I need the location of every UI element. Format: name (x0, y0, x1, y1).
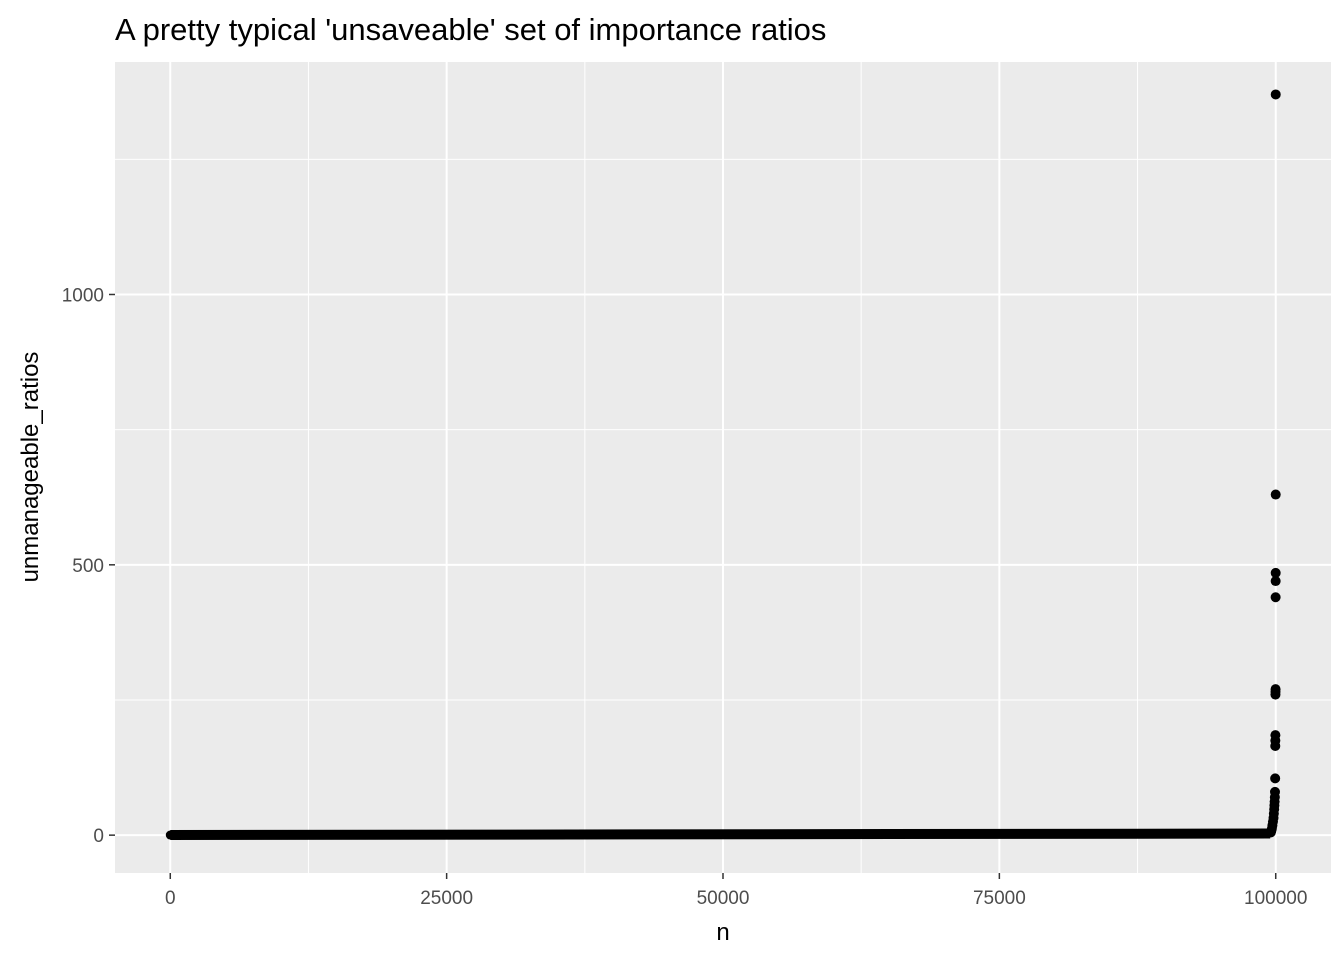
data-point (1270, 773, 1281, 784)
y-tick-label: 1000 (62, 285, 104, 306)
baseline-points (165, 828, 1271, 841)
outlier-points (1265, 89, 1281, 838)
x-tick-label: 75000 (973, 888, 1026, 909)
y-tick-label: 0 (93, 826, 104, 847)
data-point (1270, 576, 1281, 587)
baseline-band (170, 828, 1271, 841)
y-axis-ticks: 0 500 1000 (62, 285, 115, 847)
x-tick-label: 100000 (1244, 888, 1307, 909)
x-tick-label: 50000 (697, 888, 750, 909)
data-point (1270, 592, 1281, 603)
major-gridlines (115, 62, 1331, 873)
x-tick-label: 0 (165, 888, 176, 909)
data-point (1270, 489, 1281, 500)
y-axis-label: unmanageable_ratios (17, 352, 44, 583)
data-point (1270, 684, 1281, 695)
x-axis-label: n (716, 919, 729, 946)
data-point (1270, 89, 1281, 100)
chart-title: A pretty typical 'unsaveable' set of imp… (115, 12, 826, 47)
y-tick-label: 500 (72, 556, 104, 577)
data-point (1270, 730, 1281, 741)
data-point (1270, 567, 1281, 578)
x-axis-ticks: 0 25000 50000 75000 100000 (165, 873, 1307, 909)
data-point (1270, 786, 1281, 797)
x-tick-label: 25000 (420, 888, 473, 909)
data-point (165, 830, 175, 840)
